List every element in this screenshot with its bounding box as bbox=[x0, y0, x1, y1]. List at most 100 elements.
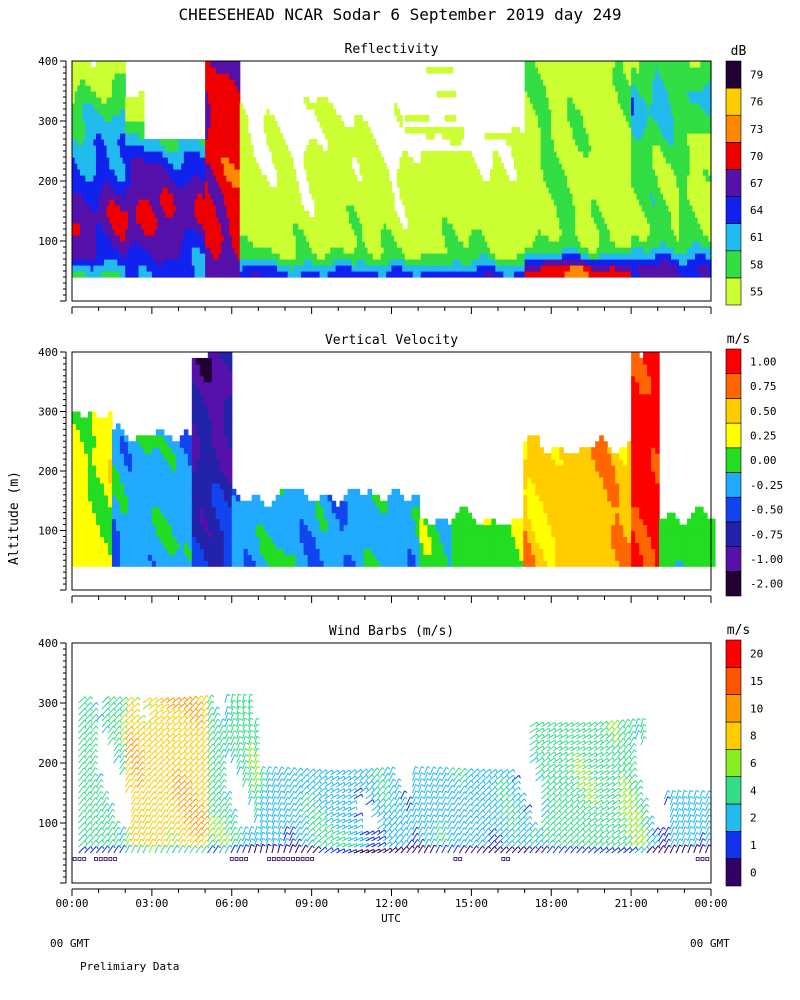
reflectivity-cell bbox=[298, 211, 302, 218]
reflectivity-cell bbox=[111, 73, 116, 80]
reflectivity-cell bbox=[146, 193, 150, 200]
reflectivity-cell bbox=[114, 253, 118, 260]
reflectivity-cell bbox=[253, 157, 257, 164]
reflectivity-cell bbox=[205, 73, 209, 80]
reflectivity-cell bbox=[223, 79, 228, 86]
reflectivity-field bbox=[72, 61, 712, 278]
reflectivity-cell bbox=[98, 259, 102, 266]
reflectivity-cell bbox=[226, 97, 230, 104]
reflectivity-cell bbox=[141, 163, 145, 170]
reflectivity-cell bbox=[167, 217, 172, 224]
reflectivity-cell bbox=[237, 205, 241, 212]
reflectivity-cell bbox=[237, 61, 241, 68]
reflectivity-cell bbox=[442, 241, 446, 248]
reflectivity-cell bbox=[356, 241, 361, 248]
reflectivity-cell bbox=[210, 121, 214, 128]
reflectivity-cell bbox=[287, 229, 291, 236]
reflectivity-cell bbox=[226, 79, 230, 86]
reflectivity-cell bbox=[245, 271, 249, 278]
reflectivity-cell bbox=[106, 247, 110, 254]
reflectivity-cell bbox=[101, 133, 105, 140]
reflectivity-cell bbox=[103, 199, 108, 206]
reflectivity-cell bbox=[95, 235, 100, 242]
reflectivity-cell bbox=[199, 199, 204, 206]
reflectivity-cell bbox=[290, 247, 294, 254]
reflectivity-cell bbox=[362, 271, 366, 278]
reflectivity-cell bbox=[138, 127, 142, 134]
reflectivity-cell bbox=[93, 169, 97, 176]
reflectivity-cell bbox=[122, 259, 126, 266]
reflectivity-cell bbox=[237, 157, 241, 164]
reflectivity-cell bbox=[431, 133, 435, 140]
reflectivity-cell bbox=[210, 151, 214, 158]
reflectivity-cell bbox=[277, 163, 281, 170]
reflectivity-cell bbox=[98, 121, 102, 128]
reflectivity-cell bbox=[335, 115, 339, 122]
reflectivity-cell bbox=[444, 151, 449, 158]
reflectivity-cell bbox=[234, 187, 238, 194]
reflectivity-cell bbox=[77, 247, 81, 254]
reflectivity-cell bbox=[122, 181, 126, 188]
reflectivity-cell bbox=[77, 175, 81, 182]
reflectivity-cell bbox=[106, 265, 110, 272]
reflectivity-cell bbox=[167, 223, 172, 230]
reflectivity-cell bbox=[250, 217, 254, 224]
reflectivity-cell bbox=[335, 259, 339, 266]
reflectivity-cell bbox=[79, 67, 84, 74]
reflectivity-cell bbox=[119, 103, 124, 110]
reflectivity-cell bbox=[221, 217, 225, 224]
reflectivity-cell bbox=[223, 175, 228, 182]
reflectivity-cell bbox=[292, 259, 297, 266]
reflectivity-cell bbox=[186, 235, 190, 242]
reflectivity-cell bbox=[346, 217, 350, 224]
reflectivity-cell bbox=[98, 199, 102, 206]
reflectivity-cell bbox=[407, 199, 411, 206]
reflectivity-cell bbox=[157, 151, 161, 158]
reflectivity-cell bbox=[213, 91, 217, 98]
reflectivity-cell bbox=[181, 151, 185, 158]
reflectivity-cell bbox=[101, 157, 105, 164]
reflectivity-cell bbox=[356, 259, 361, 266]
reflectivity-cell bbox=[324, 121, 329, 128]
reflectivity-cell bbox=[173, 199, 177, 206]
reflectivity-cell bbox=[183, 145, 188, 152]
reflectivity-cell bbox=[239, 181, 243, 188]
reflectivity-cell bbox=[428, 271, 433, 278]
reflectivity-cell bbox=[442, 235, 446, 242]
reflectivity-cell bbox=[287, 151, 291, 158]
reflectivity-cell bbox=[202, 175, 206, 182]
reflectivity-cell bbox=[189, 211, 193, 218]
reflectivity-cell bbox=[292, 253, 297, 260]
reflectivity-cell bbox=[407, 205, 411, 212]
reflectivity-cell bbox=[186, 193, 190, 200]
reflectivity-cell bbox=[93, 235, 97, 242]
reflectivity-cell bbox=[234, 229, 238, 236]
reflectivity-cell bbox=[205, 253, 209, 260]
reflectivity-cell bbox=[186, 175, 190, 182]
reflectivity-cell bbox=[364, 205, 369, 212]
reflectivity-cell bbox=[127, 145, 132, 152]
reflectivity-cell bbox=[372, 229, 377, 236]
reflectivity-cell bbox=[130, 163, 134, 170]
reflectivity-cell bbox=[87, 235, 92, 242]
reflectivity-cell bbox=[253, 181, 257, 188]
reflectivity-cell bbox=[418, 229, 422, 236]
reflectivity-cell bbox=[308, 157, 313, 164]
reflectivity-cell bbox=[335, 163, 339, 170]
reflectivity-cell bbox=[386, 271, 390, 278]
reflectivity-cell bbox=[386, 253, 390, 260]
reflectivity-cell bbox=[292, 211, 297, 218]
reflectivity-cell bbox=[77, 91, 81, 98]
reflectivity-cell bbox=[226, 199, 230, 206]
reflectivity-cell bbox=[130, 97, 134, 104]
reflectivity-cell bbox=[117, 109, 121, 116]
reflectivity-cell bbox=[351, 229, 355, 236]
reflectivity-cell bbox=[218, 67, 222, 74]
reflectivity-cell bbox=[117, 157, 121, 164]
reflectivity-cell bbox=[351, 253, 355, 260]
reflectivity-cell bbox=[122, 91, 126, 98]
reflectivity-cell bbox=[122, 151, 126, 158]
reflectivity-cell bbox=[173, 241, 177, 248]
reflectivity-cell bbox=[332, 151, 337, 158]
reflectivity-cell bbox=[439, 265, 443, 272]
